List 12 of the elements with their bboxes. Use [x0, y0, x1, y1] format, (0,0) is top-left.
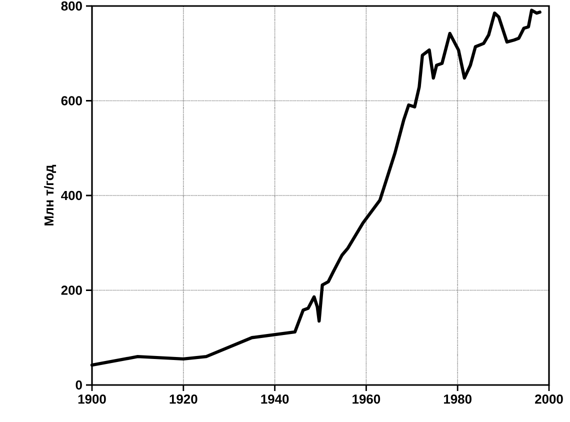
x-tick-label: 1920: [170, 394, 198, 404]
x-tick-label: 2000: [535, 394, 563, 404]
y-tick-label: 200: [61, 286, 82, 295]
x-tick-label: 1940: [261, 394, 289, 404]
y-tick-label: 400: [61, 190, 82, 200]
y-tick-label: 0: [76, 380, 82, 390]
x-tick-label: 1980: [444, 394, 472, 404]
x-tick-label: 1900: [78, 394, 106, 404]
x-tick-label: 1960: [352, 394, 380, 404]
y-tick-label: 600: [61, 96, 82, 106]
y-axis-title: Млн т/год: [44, 164, 56, 226]
y-tick-label: 800: [61, 1, 82, 11]
